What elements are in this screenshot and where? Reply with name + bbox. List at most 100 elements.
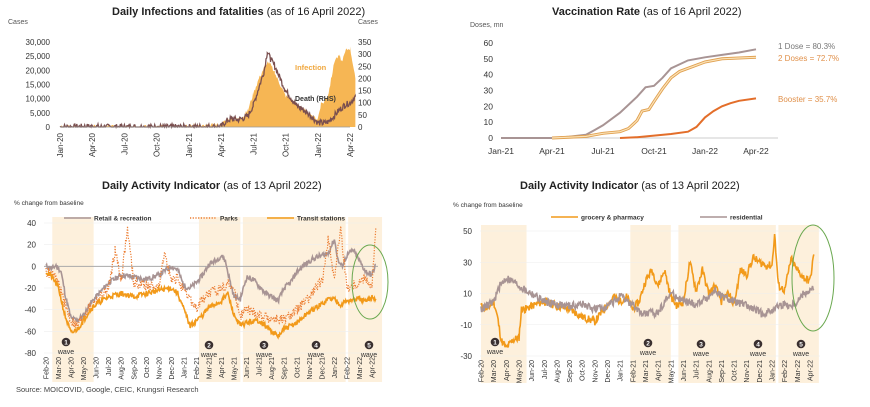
y-tick: 30 [484, 86, 494, 96]
x-tick: Aug-20 [119, 357, 126, 380]
y-tick: 50 [484, 54, 494, 64]
x-tick: Sep-21 [719, 360, 726, 383]
x-tick: Jan-22 [770, 360, 777, 382]
y-tick-left: 15,000 [26, 81, 51, 90]
x-tick: Mar-22 [357, 357, 364, 379]
wave-band [678, 225, 776, 383]
wave-number-badge [204, 340, 214, 350]
x-tick: Aug-21 [706, 360, 713, 383]
wave-label: wave [255, 352, 272, 359]
x-tick: Apr-20 [504, 360, 511, 381]
x-tick: Jan-22 [332, 357, 339, 379]
x-tick: Mar-22 [795, 360, 802, 382]
wave-label: wave [692, 351, 709, 358]
x-tick: Mar-20 [491, 360, 498, 382]
y-tick: -80 [24, 349, 36, 358]
x-tick: Jul-20 [106, 357, 113, 376]
x-tick: Mar-20 [56, 357, 63, 379]
activity1-title-sub: (as of 13 April 2022) [223, 180, 322, 192]
vaccination-chart-title: Vaccination Rate (as of 16 April 2022) [552, 6, 742, 18]
wave-number-badge [61, 337, 71, 347]
y-tick: 10 [484, 117, 494, 127]
x-tick: Nov-20 [592, 360, 599, 383]
y-tick-right: 250 [358, 62, 372, 71]
dose1-label: 1 Dose = 80.3% [778, 42, 835, 51]
x-tick: Jun-21 [681, 360, 688, 382]
x-tick: Feb-21 [630, 360, 637, 382]
wave-label: wave [486, 349, 503, 356]
wave-number: 5 [367, 343, 371, 350]
activity2-title-main: Daily Activity Indicator [520, 180, 639, 192]
y-tick-right: 100 [358, 99, 372, 108]
x-tick: Apr-21 [219, 357, 226, 378]
y-axis-label: Doses, mn [470, 22, 504, 29]
y-tick-left: 10,000 [26, 95, 51, 104]
dose2-line [551, 56, 757, 139]
infections-chart: Cases Cases 0 5,000 10,000 15,000 20,000 25,000… [8, 19, 378, 157]
legend-label: Transit stations [297, 216, 345, 223]
x-tick: Apr-21 [539, 146, 565, 156]
wave-number: 5 [799, 342, 803, 349]
x-tick: May-20 [516, 360, 523, 383]
y-tick-right: 200 [358, 74, 372, 83]
x-tick: Nov-21 [744, 360, 751, 383]
y-tick: 0 [32, 262, 37, 271]
x-tick: Oct-21 [294, 357, 301, 378]
wave-number: 1 [493, 340, 497, 347]
y-axis-label-left: Cases [8, 19, 28, 26]
wave-label: wave [360, 352, 377, 359]
y-tick: 50 [463, 227, 472, 236]
y-tick: -60 [24, 327, 36, 336]
y-tick-right: 150 [358, 87, 372, 96]
y-tick: -10 [460, 321, 472, 330]
x-tick: Jul-21 [694, 360, 701, 379]
x-tick: Dec-21 [319, 357, 326, 380]
y-tick: 10 [463, 290, 472, 299]
legend-label: grocery & pharmacy [581, 215, 644, 222]
grocery-pharmacy-line [480, 234, 815, 349]
x-tick: Oct-21 [641, 146, 667, 156]
x-tick: Oct-21 [732, 360, 739, 381]
highlight-ellipse [351, 244, 389, 320]
x-tick: Aug-21 [269, 357, 276, 380]
activity2-title-sub: (as of 13 April 2022) [641, 180, 740, 192]
dose2-label: 2 Doses = 72.7% [778, 54, 839, 63]
x-tick: Jan-21 [181, 357, 188, 379]
y-tick: -30 [460, 352, 472, 361]
x-tick: Apr-22 [808, 360, 815, 381]
x-tick: Feb-20 [479, 360, 486, 382]
y-tick: 20 [484, 101, 494, 111]
wave-number: 4 [756, 342, 760, 349]
retail-recreation-line [45, 239, 377, 324]
infections-chart-title: Daily Infections and fatalities (as of 1… [112, 6, 365, 18]
infections-title-main: Daily Infections and fatalities [112, 6, 264, 18]
x-tick: Aug-20 [554, 360, 561, 383]
residential-line [480, 275, 815, 320]
x-tick: Oct-20 [153, 132, 162, 157]
x-tick: Oct-20 [580, 360, 587, 381]
parks-line [45, 226, 377, 329]
y-tick-left: 5,000 [30, 109, 51, 118]
x-tick: Jan-22 [692, 146, 718, 156]
x-tick: Jun-21 [244, 357, 251, 379]
y-tick-left: 25,000 [26, 52, 51, 61]
wave-number: 2 [646, 341, 650, 348]
wave-number-badge [259, 340, 269, 350]
x-tick: Dec-20 [169, 357, 176, 380]
wave-label: wave [749, 351, 766, 358]
y-axis-label-right: Cases [358, 19, 378, 26]
x-tick: May-20 [81, 357, 88, 380]
y-tick-left: 0 [46, 123, 51, 132]
death-annotation: Death (RHS) [295, 96, 336, 103]
wave-label: wave [57, 349, 74, 356]
wave-number: 3 [262, 343, 266, 350]
x-tick: Apr-20 [69, 357, 76, 378]
booster-line [619, 97, 757, 139]
activity1-chart-title: Daily Activity Indicator (as of 13 April… [102, 180, 322, 192]
wave-number-badge [753, 339, 763, 349]
y-tick-right: 350 [358, 38, 372, 47]
x-tick: Feb-20 [44, 357, 51, 379]
x-tick: Oct-20 [144, 357, 151, 378]
wave-number-badge [696, 339, 706, 349]
x-tick: Jun-20 [529, 360, 536, 382]
